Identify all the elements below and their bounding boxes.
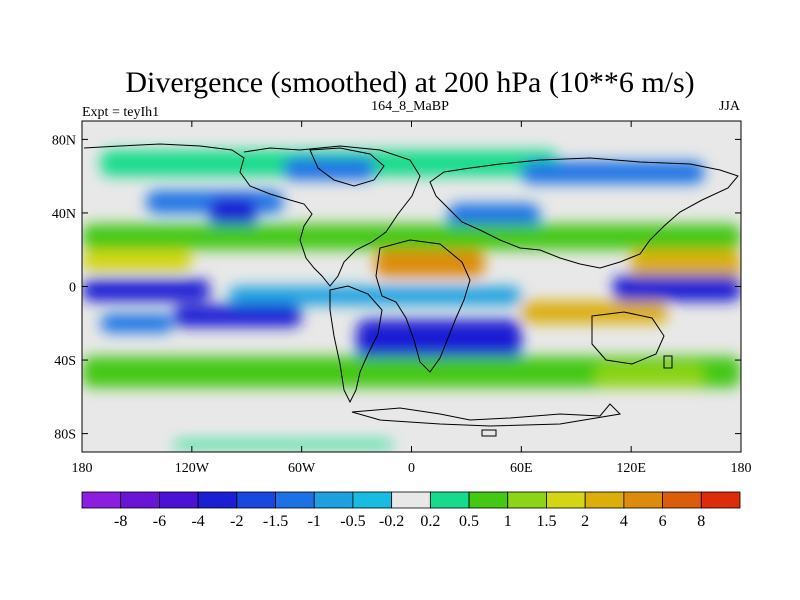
x-tick-label-1: 120W	[175, 461, 210, 476]
y-tick-label-1: 40N	[52, 207, 76, 222]
contour-band-4	[210, 198, 256, 232]
coastline-south-america	[329, 285, 383, 404]
colorbar-box-8	[391, 491, 431, 509]
contour-band-17	[82, 356, 741, 388]
x-tick-label-3: 0	[408, 461, 415, 476]
x-tick-label-6: 180	[731, 461, 752, 476]
chart-title: Divergence (smoothed) at 200 hPa (10**6 …	[125, 66, 694, 99]
contour-band-1	[283, 157, 375, 180]
colorbar-label-14: 6	[659, 513, 667, 530]
coastline-island-nz	[663, 355, 673, 369]
colorbar-label-2: -4	[191, 513, 204, 530]
contour-band-13	[173, 304, 302, 327]
colorbar-label-3: -2	[230, 513, 243, 530]
coastline-north-america	[83, 143, 421, 287]
colorbar-label-9: 0.5	[459, 513, 479, 530]
coastline-island	[481, 429, 497, 437]
contour-band-10	[82, 279, 211, 302]
y-tick-label-4: 80S	[54, 428, 76, 443]
colorbar-label-11: 1.5	[536, 513, 556, 530]
contour-band-14	[356, 319, 522, 361]
coastlines	[83, 143, 739, 437]
colorbar-label-7: -0.2	[379, 513, 404, 530]
colorbar-label-1: -6	[153, 513, 166, 530]
colorbar-label-4: -1.5	[263, 513, 288, 530]
colorbar-box-11	[507, 491, 547, 509]
coastline-australia	[591, 311, 665, 365]
contour-band-6	[82, 223, 741, 250]
contour-band-15	[521, 301, 668, 324]
contour-band-9	[631, 249, 741, 283]
coastline-eurasia	[429, 157, 739, 269]
colorbar-label-8: 0.2	[420, 513, 440, 530]
x-tick-label-4: 60E	[510, 461, 533, 476]
x-tick-label-0: 180	[72, 461, 93, 476]
colorbar-box-2	[159, 491, 199, 509]
center-string: 164_8_MaBP	[371, 99, 449, 114]
contour-band-11	[612, 275, 741, 302]
colorbar-label-5: -1	[308, 513, 321, 530]
colorbar-label-13: 4	[620, 513, 628, 530]
colorbar-label-12: 2	[581, 513, 589, 530]
colorbar-box-7	[352, 491, 393, 509]
colorbar-label-0: -8	[114, 513, 127, 530]
contour-band-19	[173, 440, 394, 449]
colorbar-label-10: 1	[504, 513, 512, 530]
contour-band-12	[228, 286, 522, 305]
coastline-antarctica	[351, 403, 622, 427]
coastline-africa	[375, 239, 471, 373]
y-tick-label-0: 80N	[52, 133, 76, 148]
contour-band-7	[82, 249, 192, 272]
colorbar: -8 -6 -4 -2 -1.5 -1 -0.5 -0.2 0.2 0.5 1 1.5 2 4 6 8	[81, 491, 741, 530]
y-tick-label-3: 40S	[54, 354, 76, 369]
colorbar-box-15	[662, 491, 702, 509]
contour-band-8	[374, 249, 485, 278]
colorbar-box-12	[546, 491, 586, 509]
contour-band-16	[100, 314, 174, 333]
colorbar-box-13	[584, 491, 625, 509]
colorbar-label-15: 8	[697, 513, 705, 530]
map-plot-area	[81, 120, 742, 453]
colorbar-box-9	[429, 491, 470, 509]
contour-band-18	[594, 363, 705, 388]
colorbar-box-3	[197, 491, 238, 509]
right-string: JJA	[719, 99, 741, 114]
left-string: Expt = teyIh1	[82, 105, 159, 120]
x-tick-label-2: 60W	[288, 461, 316, 476]
colorbar-box-1	[120, 491, 160, 509]
divergence-contours	[82, 150, 741, 449]
colorbar-box-4	[236, 491, 276, 509]
axes: 180 120W 60W 0 60E 120E 180 80N 40N 0 40S 80S	[52, 121, 752, 476]
contour-band-2	[521, 161, 705, 184]
colorbar-box-0	[81, 491, 122, 509]
x-tick-label-5: 120E	[616, 461, 646, 476]
colorbar-label-6: -0.5	[340, 513, 365, 530]
colorbar-box-16	[700, 491, 741, 509]
colorbar-box-10	[468, 491, 509, 509]
colorbar-box-14	[623, 491, 663, 509]
y-tick-label-2: 0	[69, 281, 76, 296]
coastline-greenland	[309, 147, 385, 187]
colorbar-box-6	[313, 491, 354, 509]
colorbar-box-5	[275, 491, 315, 509]
